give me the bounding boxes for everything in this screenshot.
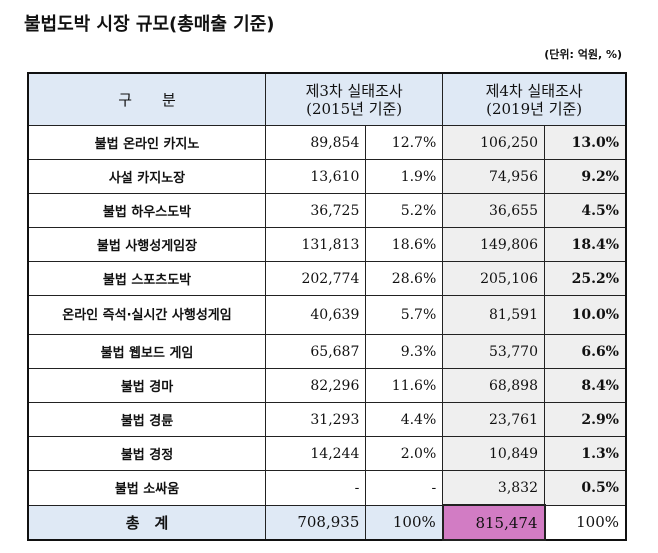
table-row: 사설 카지노장 13,610 1.9% 74,956 9.2% xyxy=(27,159,627,194)
value-2019: 10,849 xyxy=(442,436,545,471)
gambling-market-table: 구 분 제3차 실태조사 (2015년 기준) 제4차 실태조사 (2019년 기준… xyxy=(27,72,627,541)
row-label: 사설 카지노장 xyxy=(27,159,266,194)
table-row: 불법 온라인 카지노 89,854 12.7% 106,250 13.0% xyxy=(27,125,627,160)
share-2015: 4.4% xyxy=(365,402,444,437)
share-2015: 5.2% xyxy=(365,193,444,228)
survey3-label: 제3차 실태조사 xyxy=(305,81,403,100)
value-2015: - xyxy=(264,470,367,506)
row-label: 불법 온라인 카지노 xyxy=(27,125,266,160)
table-row: 불법 소싸움 - -3,832 0.5% xyxy=(27,470,627,506)
table-row: 불법 하우스도박 36,725 5.2% 36,655 4.5% xyxy=(27,193,627,228)
header-category: 구 분 xyxy=(27,72,266,126)
value-2019: 205,106 xyxy=(442,261,545,296)
value-2015: 82,296 xyxy=(264,368,367,403)
share-2015: - xyxy=(365,470,444,506)
value-2015: 89,854 xyxy=(264,125,367,160)
header-row: 구 분 제3차 실태조사 (2015년 기준) 제4차 실태조사 (2019년 기준… xyxy=(27,72,627,126)
survey3-sublabel: (2015년 기준) xyxy=(306,99,403,118)
share-2015: 2.0% xyxy=(365,436,444,471)
table-row: 불법 사행성게임장 131,813 18.6% 149,806 18.4% xyxy=(27,227,627,262)
row-label: 불법 경륜 xyxy=(27,402,266,437)
page-title: 불법도박 시장 규모(총매출 기준) xyxy=(24,14,275,35)
value-2019: 53,770 xyxy=(442,334,545,369)
share-2015: 1.9% xyxy=(365,159,444,194)
share-2015: 5.7% xyxy=(365,295,444,335)
value-2019: 106,250 xyxy=(442,125,545,160)
share-2019: 13.0% xyxy=(544,125,627,160)
table-row: 불법 경정 14,244 2.0% 10,849 1.3% xyxy=(27,436,627,471)
value-2019: 3,832 xyxy=(442,470,545,506)
table-row: 불법 웹보드 게임 65,687 9.3% 53,770 6.6% xyxy=(27,334,627,369)
value-2019: 81,591 xyxy=(442,295,545,335)
share-2015: 18.6% xyxy=(365,227,444,262)
table-row: 불법 경륜 31,293 4.4% 23,761 2.9% xyxy=(27,402,627,437)
value-2019: 36,655 xyxy=(442,193,545,228)
row-label: 불법 웹보드 게임 xyxy=(27,334,266,369)
value-2015: 13,610 xyxy=(264,159,367,194)
total-label: 총 계 xyxy=(27,504,266,541)
share-2019: 18.4% xyxy=(544,227,627,262)
value-2015: 40,639 xyxy=(264,295,367,335)
table-row: 불법 경마 82,296 11.6% 68,898 8.4% xyxy=(27,368,627,403)
value-2019: 68,898 xyxy=(442,368,545,403)
share-2015: 28.6% xyxy=(365,261,444,296)
share-2019: 10.0% xyxy=(544,295,627,335)
total-value-2015: 708,935 xyxy=(264,504,367,541)
value-2015: 131,813 xyxy=(264,227,367,262)
table-row: 온라인 즉석·실시간 사행성게임 40,639 5.7% 81,591 10.0% xyxy=(27,295,627,335)
share-2015: 9.3% xyxy=(365,334,444,369)
row-label: 불법 경마 xyxy=(27,368,266,403)
header-survey3: 제3차 실태조사 (2015년 기준) xyxy=(264,72,444,126)
share-2019: 9.2% xyxy=(544,159,627,194)
share-2019: 1.3% xyxy=(544,436,627,471)
value-2019: 74,956 xyxy=(442,159,545,194)
row-label: 불법 사행성게임장 xyxy=(27,227,266,262)
row-label: 불법 경정 xyxy=(27,436,266,471)
value-2015: 65,687 xyxy=(264,334,367,369)
share-2019: 6.6% xyxy=(544,334,627,369)
value-2015: 202,774 xyxy=(264,261,367,296)
share-2015: 12.7% xyxy=(365,125,444,160)
survey4-label: 제4차 실태조사 xyxy=(485,81,583,100)
share-2019: 4.5% xyxy=(544,193,627,228)
value-2015: 14,244 xyxy=(264,436,367,471)
total-share-2015: 100% xyxy=(365,504,444,541)
share-2019: 2.9% xyxy=(544,402,627,437)
survey4-sublabel: (2019년 기준) xyxy=(486,99,583,118)
row-label: 불법 스포츠도박 xyxy=(27,261,266,296)
share-2019: 8.4% xyxy=(544,368,627,403)
value-2015: 31,293 xyxy=(264,402,367,437)
total-row: 총 계 708,935 100% 815,474 100% xyxy=(27,504,627,541)
row-label: 온라인 즉석·실시간 사행성게임 xyxy=(27,295,266,335)
share-2015: 11.6% xyxy=(365,368,444,403)
row-label: 불법 하우스도박 xyxy=(27,193,266,228)
total-share-2019: 100% xyxy=(544,504,627,541)
row-label: 불법 소싸움 xyxy=(27,470,266,506)
table-row: 불법 스포츠도박 202,774 28.6% 205,106 25.2% xyxy=(27,261,627,296)
header-survey4: 제4차 실태조사 (2019년 기준) xyxy=(442,72,627,126)
value-2015: 36,725 xyxy=(264,193,367,228)
share-2019: 0.5% xyxy=(544,470,627,506)
unit-note: (단위: 억원, %) xyxy=(544,48,622,61)
share-2019: 25.2% xyxy=(544,261,627,296)
value-2019: 23,761 xyxy=(442,402,545,437)
value-2019: 149,806 xyxy=(442,227,545,262)
total-value-2019: 815,474 xyxy=(441,504,546,541)
